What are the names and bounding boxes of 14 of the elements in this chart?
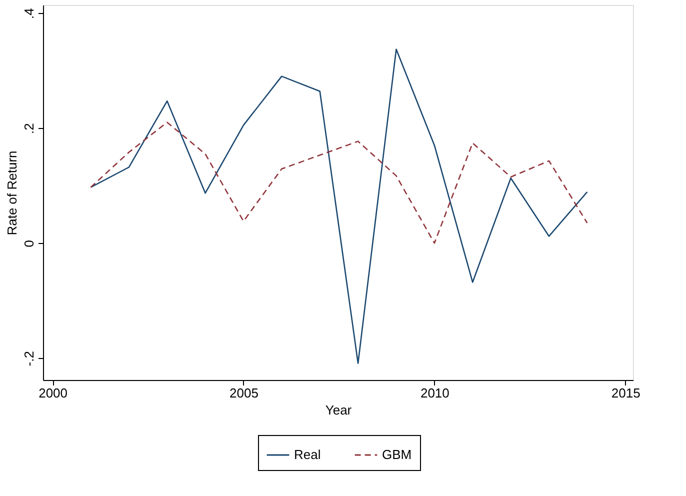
line-series: [90, 122, 588, 244]
x-tick-label: 2015: [611, 386, 640, 400]
line-series: [90, 48, 588, 364]
y-axis-title: Rate of Return: [4, 150, 20, 236]
y-tick-label: -.2: [22, 351, 36, 366]
y-tick-label: .4: [22, 8, 36, 19]
x-tick-label: 2010: [420, 386, 450, 400]
legend-label: GBM: [382, 447, 412, 462]
legend-label: Real: [294, 447, 321, 462]
x-axis-title: Year: [325, 402, 352, 418]
y-tick-label: 0: [22, 240, 36, 248]
x-tick-label: 2005: [230, 386, 258, 400]
y-tick-label: .2: [22, 123, 36, 134]
x-tick-label: 2000: [38, 386, 68, 400]
